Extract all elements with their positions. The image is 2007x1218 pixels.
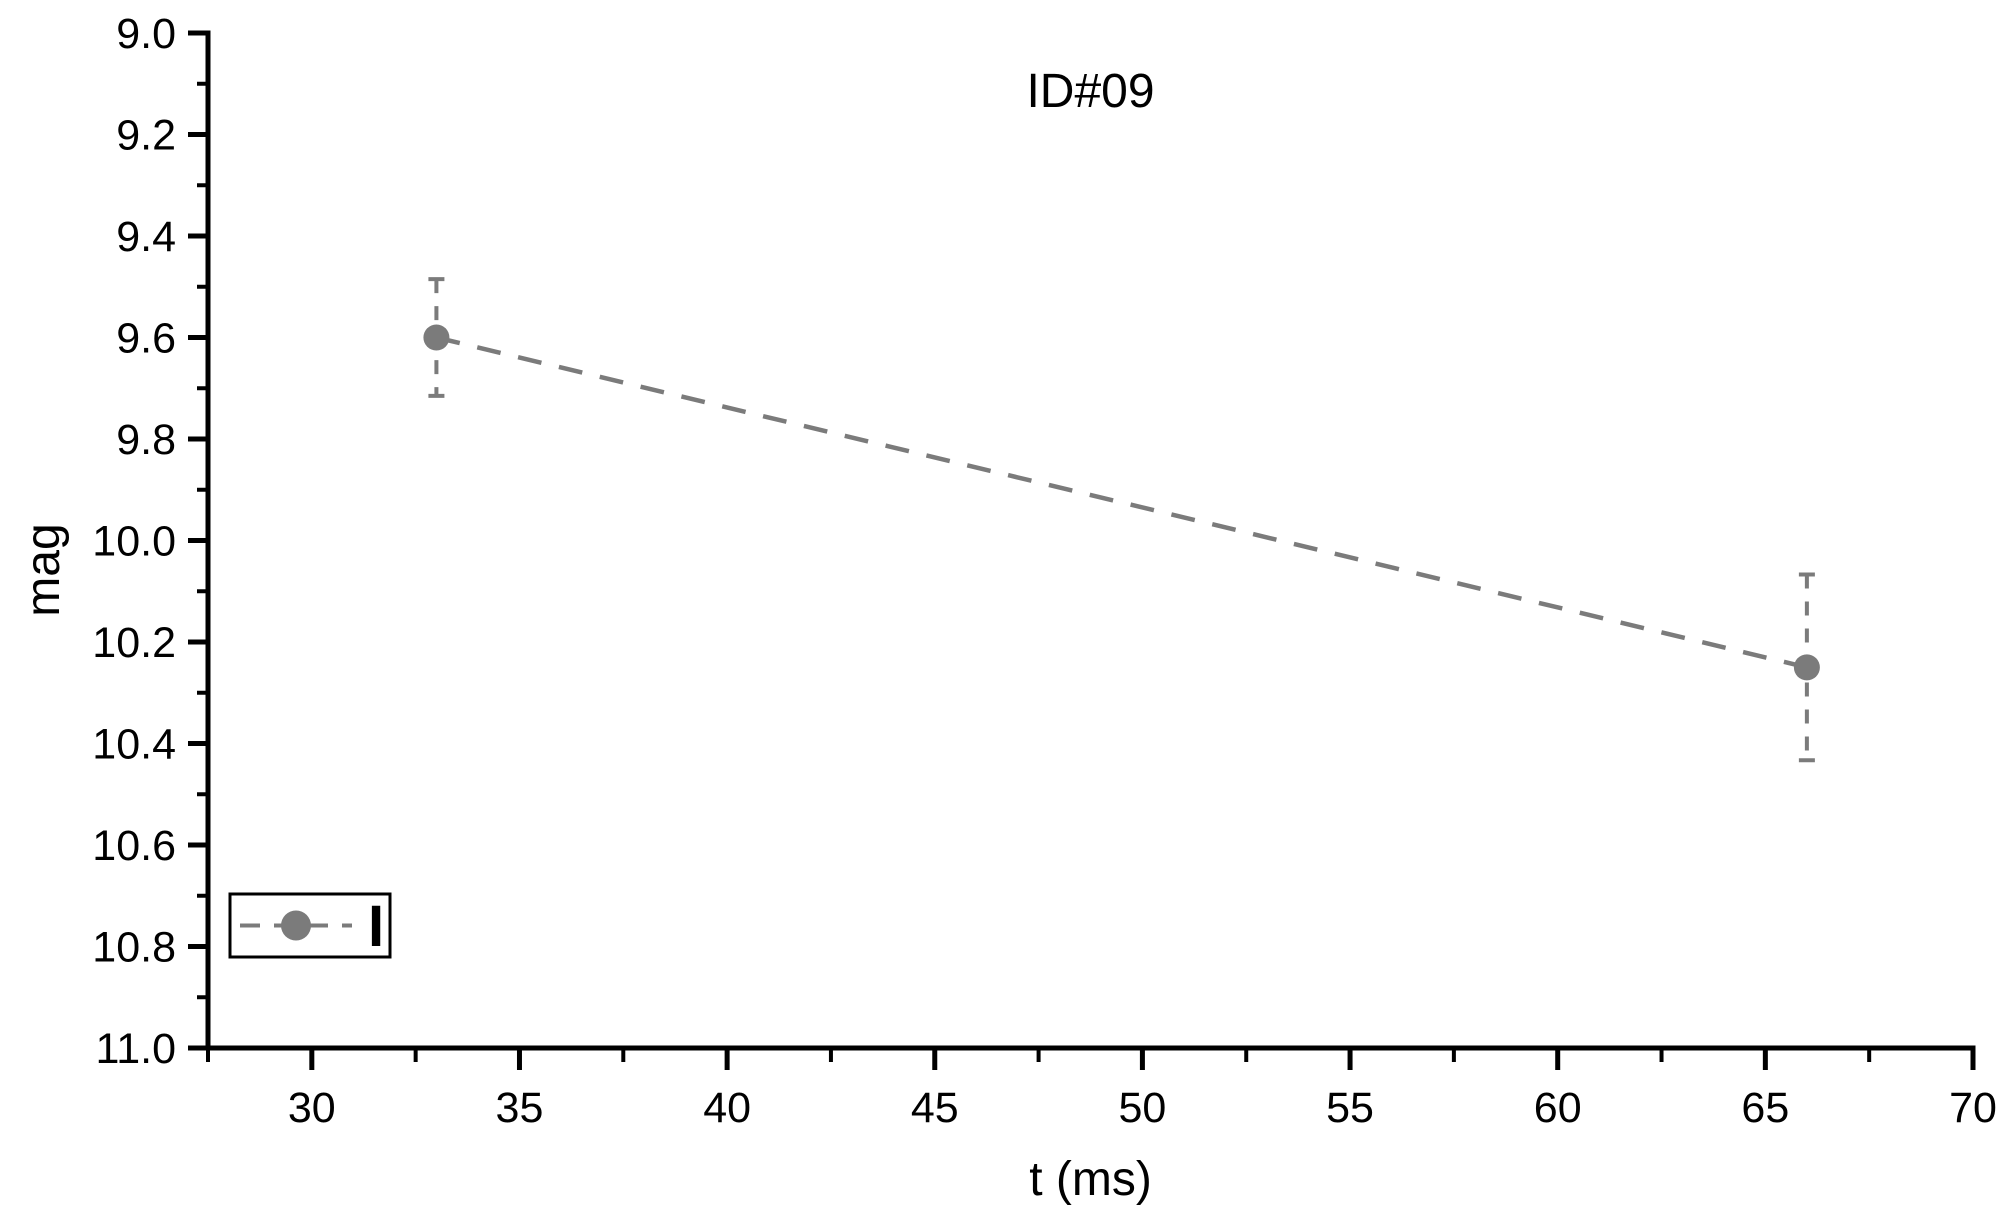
series-line [435, 335, 1808, 670]
x-tick-label: 40 [703, 1084, 751, 1132]
y-tick-label: 10.0 [92, 518, 176, 566]
data-point-marker [1793, 654, 1820, 681]
legend-marker-sample [281, 910, 311, 941]
x-tick-label: 30 [288, 1084, 336, 1132]
series-I [423, 277, 1820, 763]
legend-label: I [368, 894, 384, 959]
y-tick-label: 10.6 [92, 822, 176, 870]
y-tick-label: 10.8 [92, 924, 176, 972]
y-tick-label: 9.8 [116, 416, 176, 464]
x-tick-label: 65 [1741, 1084, 1789, 1132]
x-tick-label: 45 [911, 1084, 959, 1132]
y-tick-label: 11.0 [96, 1025, 177, 1073]
x-tick-label: 70 [1949, 1084, 1997, 1132]
y-ticks: 9.0 9.2 9.4 9.6 9.8 10.0 10.2 10.4 10.6 10.8 11.0 [92, 10, 208, 1073]
y-tick-label: 10.2 [92, 619, 176, 667]
y-tick-label: 9.0 [116, 10, 176, 58]
y-tick-label: 9.6 [116, 315, 176, 363]
x-ticks: 30 35 40 45 50 55 60 65 70 [206, 1048, 1997, 1132]
x-tick-label: 35 [496, 1084, 544, 1132]
data-point-marker [423, 324, 450, 351]
y-tick-label: 10.4 [92, 721, 176, 769]
x-tick-label: 50 [1118, 1084, 1166, 1132]
legend: I [228, 892, 392, 959]
y-tick-label: 9.2 [116, 112, 176, 160]
plot-axes [205, 30, 1976, 1051]
x-tick-label: 55 [1326, 1084, 1374, 1132]
y-tick-label: 9.4 [116, 213, 176, 261]
x-tick-label: 60 [1534, 1084, 1582, 1132]
